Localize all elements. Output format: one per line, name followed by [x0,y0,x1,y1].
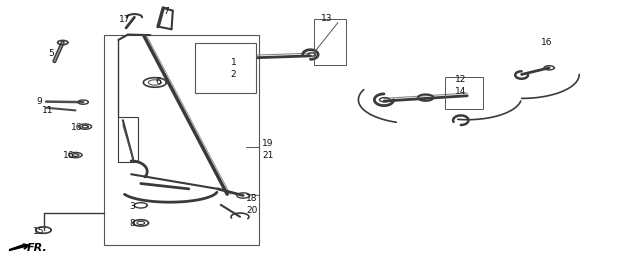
Text: 11: 11 [42,106,54,115]
Bar [104,35,259,245]
Bar [195,43,256,93]
Text: 9: 9 [37,97,42,106]
Text: 6: 6 [156,77,161,86]
Text: 13: 13 [321,14,332,23]
Text: 2: 2 [231,70,236,79]
Text: 16: 16 [71,123,83,132]
Text: 18: 18 [246,194,258,203]
Text: 16: 16 [63,151,74,160]
Bar [314,19,346,65]
Text: 19: 19 [262,139,274,148]
Text: FR.: FR. [27,243,47,253]
Text: 16: 16 [541,38,553,47]
Bar [445,77,483,109]
Text: 15: 15 [33,227,44,236]
Text: 20: 20 [246,206,258,215]
Text: 1: 1 [231,58,236,67]
Text: 21: 21 [262,151,274,160]
Text: 17: 17 [119,15,131,24]
Text: 7: 7 [164,7,169,16]
Text: 14: 14 [455,87,467,96]
Text: 12: 12 [455,75,467,84]
Text: 8: 8 [130,219,135,228]
Polygon shape [10,245,24,251]
Text: 5: 5 [49,49,54,58]
Text: 3: 3 [130,202,135,211]
